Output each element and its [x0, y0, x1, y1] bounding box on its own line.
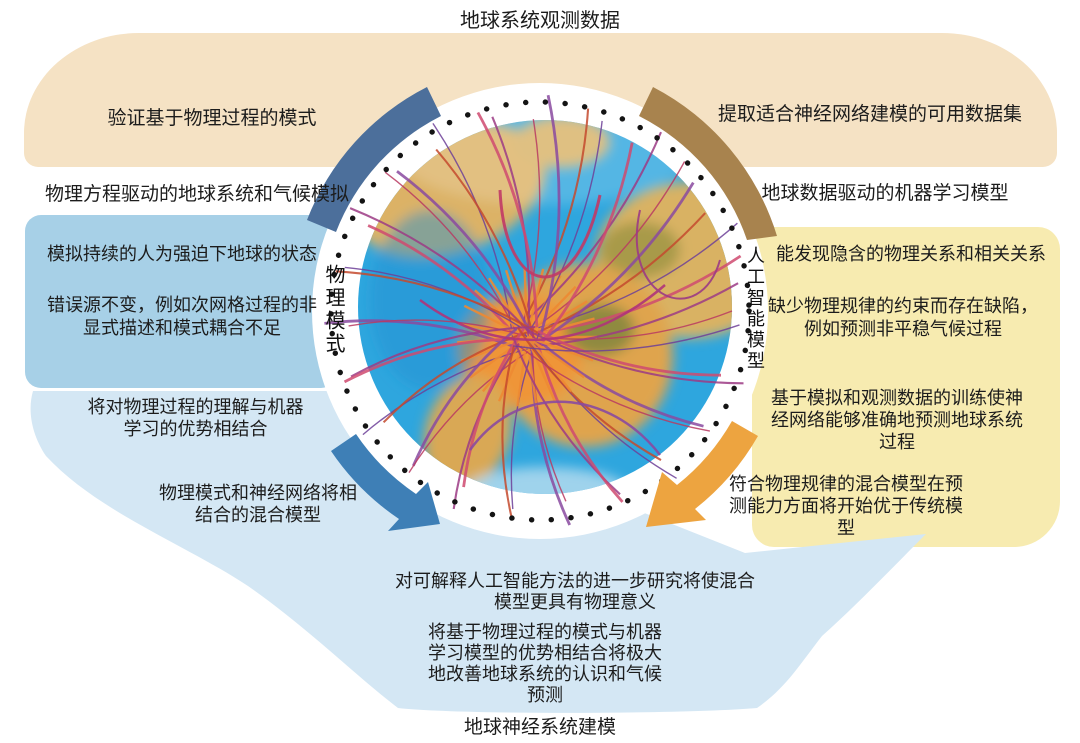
arrow-bottom-left	[331, 434, 440, 531]
right-arc-note: 提取适合神经网络建模的可用数据集	[718, 104, 1023, 125]
arrow-bottom-right	[646, 421, 758, 527]
physical-box-item-1: 模拟持续的人为强迫下地球的状态	[47, 244, 317, 264]
right-band-title: 地球数据驱动的机器学习模型	[761, 183, 1009, 204]
physical-model-box	[25, 215, 337, 388]
bottom-note-2: 将基于物理过程的模式与机器学习模型的优势相结合将极大地改善地球系统的认识和气候预…	[428, 622, 662, 705]
neural-rays	[324, 94, 744, 526]
title-bottom: 地球神经系统建模	[463, 717, 616, 738]
physical-box-item-2: 错误源不变，例如次网格过程的非显式描述和模式耦合不足	[47, 295, 317, 338]
ai-box-item-3: 基于模拟和观测数据的训练使神经网络能够准确地预测地球系统过程	[771, 388, 1023, 452]
ai-box-item-2: 缺少物理规律的约束而存在缺陷，例如预测非平稳气候过程	[768, 296, 1038, 339]
hybrid-model-bowl	[30, 391, 927, 713]
ai-box-item-4: 符合物理规律的混合模型在预测能力方面将开始优于传统模型	[729, 474, 963, 538]
left-arc-note: 验证基于物理过程的模式	[107, 108, 317, 129]
ai-model-box	[752, 227, 1060, 547]
hybrid-note-left-2: 物理模式和神经网络将相结合的混合模型	[159, 483, 357, 525]
physical-model-vertical-label: 物理模式	[322, 264, 344, 356]
dotted-ring	[328, 99, 752, 523]
ai-model-vertical-label: 人工智能模型	[745, 246, 765, 372]
bottom-note-1: 对可解释人工智能方法的进一步研究将使混合模型更具有物理意义	[395, 571, 755, 612]
ai-box-item-1: 能发现隐含的物理关系和相关关系	[776, 244, 1046, 264]
arc-top-right	[639, 87, 777, 240]
arc-top-left	[307, 87, 441, 232]
title-top: 地球系统观测数据	[460, 10, 620, 32]
neural-trunk-curves	[419, 189, 721, 456]
left-band-title: 物理方程驱动的地球系统和气候模拟	[44, 184, 349, 205]
hybrid-note-left-1: 将对物理过程的理解与机器学习的优势相结合	[87, 397, 304, 439]
